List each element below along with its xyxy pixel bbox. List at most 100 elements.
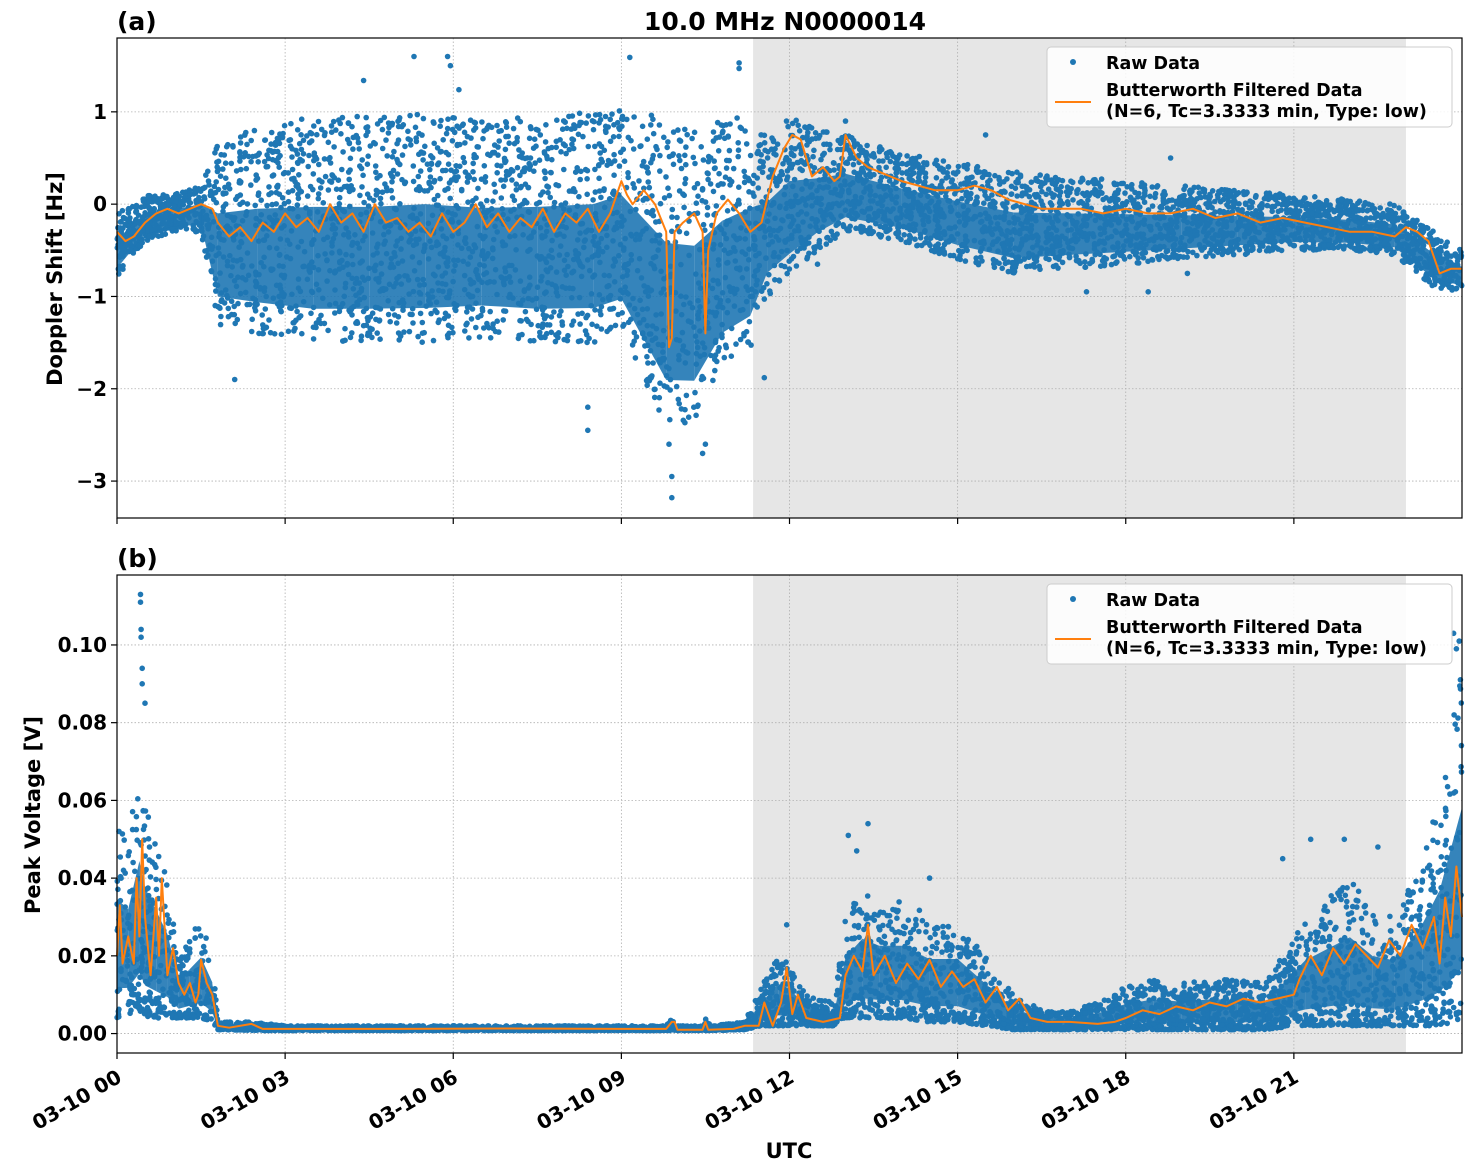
raw-data-point: [566, 113, 572, 120]
raw-data-point: [612, 322, 619, 329]
raw-data-point: [1422, 276, 1429, 283]
raw-data-point: [1028, 199, 1035, 205]
raw-data-point: [394, 140, 400, 147]
raw-data-point: [1024, 184, 1030, 191]
raw-data-point: [263, 164, 270, 170]
raw-data-point: [337, 120, 344, 127]
raw-data-point: [377, 195, 384, 202]
raw-data-point: [610, 305, 617, 312]
raw-data-point: [1209, 204, 1215, 211]
raw-data-point: [445, 161, 452, 167]
raw-data-point: [992, 172, 998, 179]
raw-data-point: [389, 195, 396, 201]
raw-data-point: [487, 308, 494, 315]
raw-data-point: [1142, 187, 1148, 194]
raw-data-point: [396, 115, 403, 121]
raw-data-point: [336, 308, 343, 315]
raw-data-point: [407, 112, 413, 119]
raw-data-point: [248, 158, 254, 165]
raw-data-point: [359, 157, 366, 163]
raw-data-point: [274, 184, 280, 190]
raw-data-point: [746, 318, 753, 325]
raw-data-point: [240, 154, 247, 160]
raw-data-point: [859, 165, 865, 172]
raw-data-point: [264, 152, 270, 158]
raw-data-point: [444, 125, 451, 132]
raw-data-point: [692, 160, 698, 167]
raw-data-point: [1181, 186, 1187, 193]
raw-data-point: [200, 185, 207, 192]
raw-data-point: [644, 136, 651, 142]
raw-data-point: [434, 161, 441, 168]
raw-data-point: [816, 132, 823, 139]
raw-data-point: [761, 296, 768, 302]
raw-data-point: [774, 182, 780, 189]
raw-data-point: [1341, 209, 1348, 216]
raw-data-point: [591, 118, 597, 125]
raw-data-point: [1454, 258, 1461, 264]
raw-data-point: [764, 155, 771, 161]
raw-data-point: [460, 154, 467, 161]
raw-data-point: [396, 337, 403, 343]
raw-data-point: [449, 138, 456, 144]
raw-data-point: [434, 145, 441, 151]
raw-data-point: [207, 192, 214, 199]
raw-data-point: [565, 332, 571, 339]
raw-data-point: [1260, 243, 1266, 249]
raw-data-point: [883, 164, 889, 171]
raw-data-point: [784, 177, 790, 183]
raw-data-point: [823, 241, 830, 247]
raw-data-point: [438, 148, 445, 155]
raw-data-point: [625, 134, 632, 141]
raw-data-point: [298, 146, 305, 153]
raw-data-point: [766, 271, 772, 278]
raw-data-point: [310, 336, 317, 342]
raw-data-point: [1210, 253, 1216, 259]
raw-data-point: [282, 169, 288, 176]
raw-data-point: [462, 328, 468, 334]
raw-data-point: [548, 169, 554, 176]
raw-data-point: [1248, 210, 1255, 217]
raw-data-point: [611, 122, 617, 128]
raw-data-point: [1195, 184, 1202, 191]
raw-data-point: [808, 125, 815, 131]
raw-data-point: [1145, 258, 1151, 265]
raw-data-point: [771, 150, 777, 157]
raw-data-point: [780, 161, 786, 167]
raw-data-point: [982, 192, 988, 199]
raw-data-point: [490, 325, 496, 332]
raw-data-point: [656, 122, 663, 128]
raw-data-point: [366, 195, 373, 201]
raw-data-point: [523, 316, 530, 323]
raw-data-point: [965, 194, 971, 200]
raw-data-point: [1048, 190, 1054, 197]
raw-data-point: [471, 119, 478, 126]
raw-data-point: [201, 194, 207, 200]
raw-data-point: [1329, 244, 1336, 251]
raw-data-point: [817, 244, 823, 251]
raw-data-point: [383, 184, 390, 191]
raw-data-point: [720, 194, 726, 201]
raw-data-point: [1209, 188, 1216, 194]
raw-data-point: [721, 354, 728, 361]
raw-data-point: [237, 192, 244, 198]
raw-data-point: [632, 355, 639, 361]
raw-data-point: [240, 199, 246, 206]
raw-data-point: [522, 155, 528, 162]
raw-data-point: [498, 127, 505, 134]
raw-data-point: [718, 181, 724, 187]
raw-data-point: [1010, 204, 1017, 210]
raw-data-point: [694, 403, 701, 410]
raw-data-point: [574, 168, 580, 174]
raw-data-point: [259, 312, 266, 318]
raw-data-point: [456, 125, 462, 131]
raw-data-point: [990, 256, 997, 263]
raw-data-point: [720, 128, 726, 135]
raw-data-point: [596, 120, 602, 126]
raw-data-point: [747, 152, 754, 159]
raw-data-point: [1162, 191, 1168, 198]
raw-data-point: [445, 116, 451, 122]
raw-data-point: [769, 135, 775, 141]
raw-data-point: [363, 132, 369, 139]
